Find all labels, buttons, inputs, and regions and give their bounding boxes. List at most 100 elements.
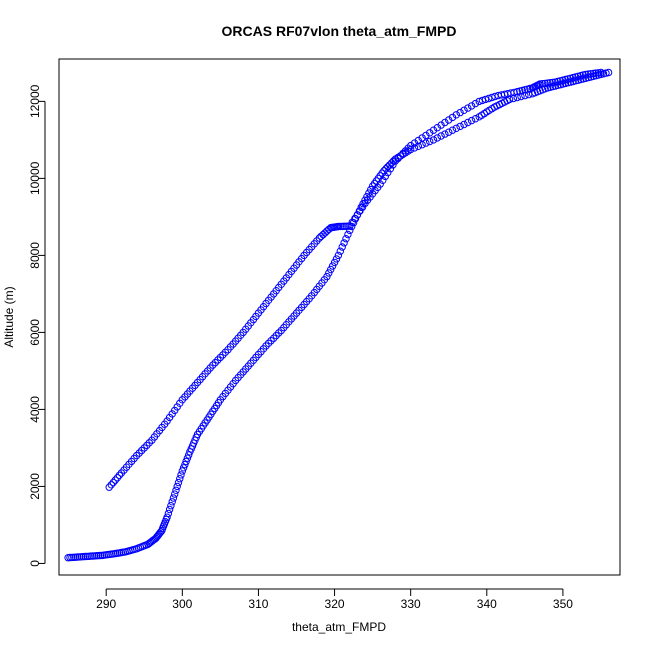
data-point [216, 353, 225, 362]
data-point [387, 159, 396, 167]
plot-frame [58, 58, 621, 576]
data-point [171, 490, 179, 498]
data-point [346, 226, 354, 235]
data-point [359, 200, 367, 208]
data-point [361, 196, 369, 204]
data-point [441, 130, 449, 138]
data-point [325, 269, 333, 277]
data-point [467, 102, 476, 110]
data-point [460, 120, 468, 129]
x-tick-label: 310 [248, 597, 268, 611]
data-point [365, 189, 373, 197]
data-point [429, 136, 438, 144]
data-point [407, 145, 415, 154]
data-point [275, 329, 283, 337]
data-point [163, 513, 171, 521]
x-axis-label: theta_atm_FMPD [292, 620, 386, 634]
data-point [467, 116, 476, 125]
data-point [422, 139, 430, 147]
data-point [143, 441, 151, 450]
data-point [353, 211, 362, 219]
data-point [157, 528, 165, 536]
series-descent-profile-upper [105, 68, 605, 491]
data-point [367, 185, 375, 194]
data-point [214, 356, 222, 364]
x-tick-label: 330 [401, 597, 421, 611]
x-tick-label: 290 [96, 597, 116, 611]
data-point [113, 474, 122, 482]
data-point [357, 203, 365, 212]
data-point [219, 351, 227, 359]
data-point [272, 331, 280, 340]
data-point [105, 483, 113, 491]
data-point [168, 498, 176, 506]
data-point [132, 451, 141, 460]
data-point [176, 475, 184, 483]
data-point [471, 99, 480, 108]
data-point [382, 165, 390, 173]
data-point [386, 161, 394, 169]
data-point [429, 126, 438, 134]
data-point [135, 449, 143, 457]
data-point [177, 471, 185, 479]
y-tick-label: 6000 [28, 319, 42, 346]
data-point [348, 222, 356, 231]
data-point [389, 157, 398, 165]
data-point [384, 163, 392, 171]
data-point [323, 272, 331, 281]
data-point [587, 70, 595, 78]
data-point [414, 136, 422, 145]
data-point [327, 265, 335, 274]
data-point [330, 258, 339, 267]
data-point [338, 243, 346, 251]
data-point [380, 167, 388, 175]
data-point [115, 471, 124, 479]
y-tick-label: 2000 [28, 473, 42, 500]
data-point [209, 361, 217, 369]
data-point [336, 222, 344, 231]
data-point [211, 358, 220, 367]
data-point [505, 95, 514, 104]
data-point [336, 247, 344, 255]
y-tick-label: 12000 [28, 84, 42, 118]
data-point [441, 118, 449, 127]
y-tick-label: 8000 [28, 242, 42, 269]
data-point [426, 129, 434, 137]
data-point [349, 219, 358, 227]
data-point [471, 115, 480, 123]
data-point [342, 235, 350, 243]
data-point [351, 215, 360, 223]
data-point [340, 239, 348, 247]
data-point [452, 124, 460, 133]
data-point [111, 476, 120, 484]
data-point [410, 144, 419, 152]
data-point [513, 93, 521, 102]
y-tick-label: 0 [28, 560, 42, 567]
y-axis-label: Altitude (m) [2, 286, 16, 347]
chart-title: ORCAS RF07vlon theta_atm_FMPD [222, 23, 457, 39]
data-point [414, 142, 422, 151]
data-point [481, 95, 490, 104]
data-point [509, 94, 518, 103]
data-point [178, 467, 187, 475]
data-point [456, 122, 464, 131]
data-point [334, 251, 343, 260]
data-point [437, 132, 445, 140]
data-point [433, 124, 441, 132]
data-point [183, 454, 192, 462]
data-point [433, 134, 441, 142]
data-point [174, 478, 183, 487]
data-point [181, 460, 189, 469]
data-point [145, 439, 154, 447]
data-point [448, 113, 457, 122]
data-point [109, 478, 118, 487]
data-point [262, 342, 270, 350]
x-tick-label: 340 [477, 597, 497, 611]
data-point [517, 92, 525, 101]
y-axis: 0 2000 4000 6000 8000 10000 12000 [28, 84, 46, 567]
data-point [521, 91, 529, 100]
data-point [426, 137, 434, 146]
data-point [172, 486, 180, 494]
data-point [185, 451, 193, 459]
